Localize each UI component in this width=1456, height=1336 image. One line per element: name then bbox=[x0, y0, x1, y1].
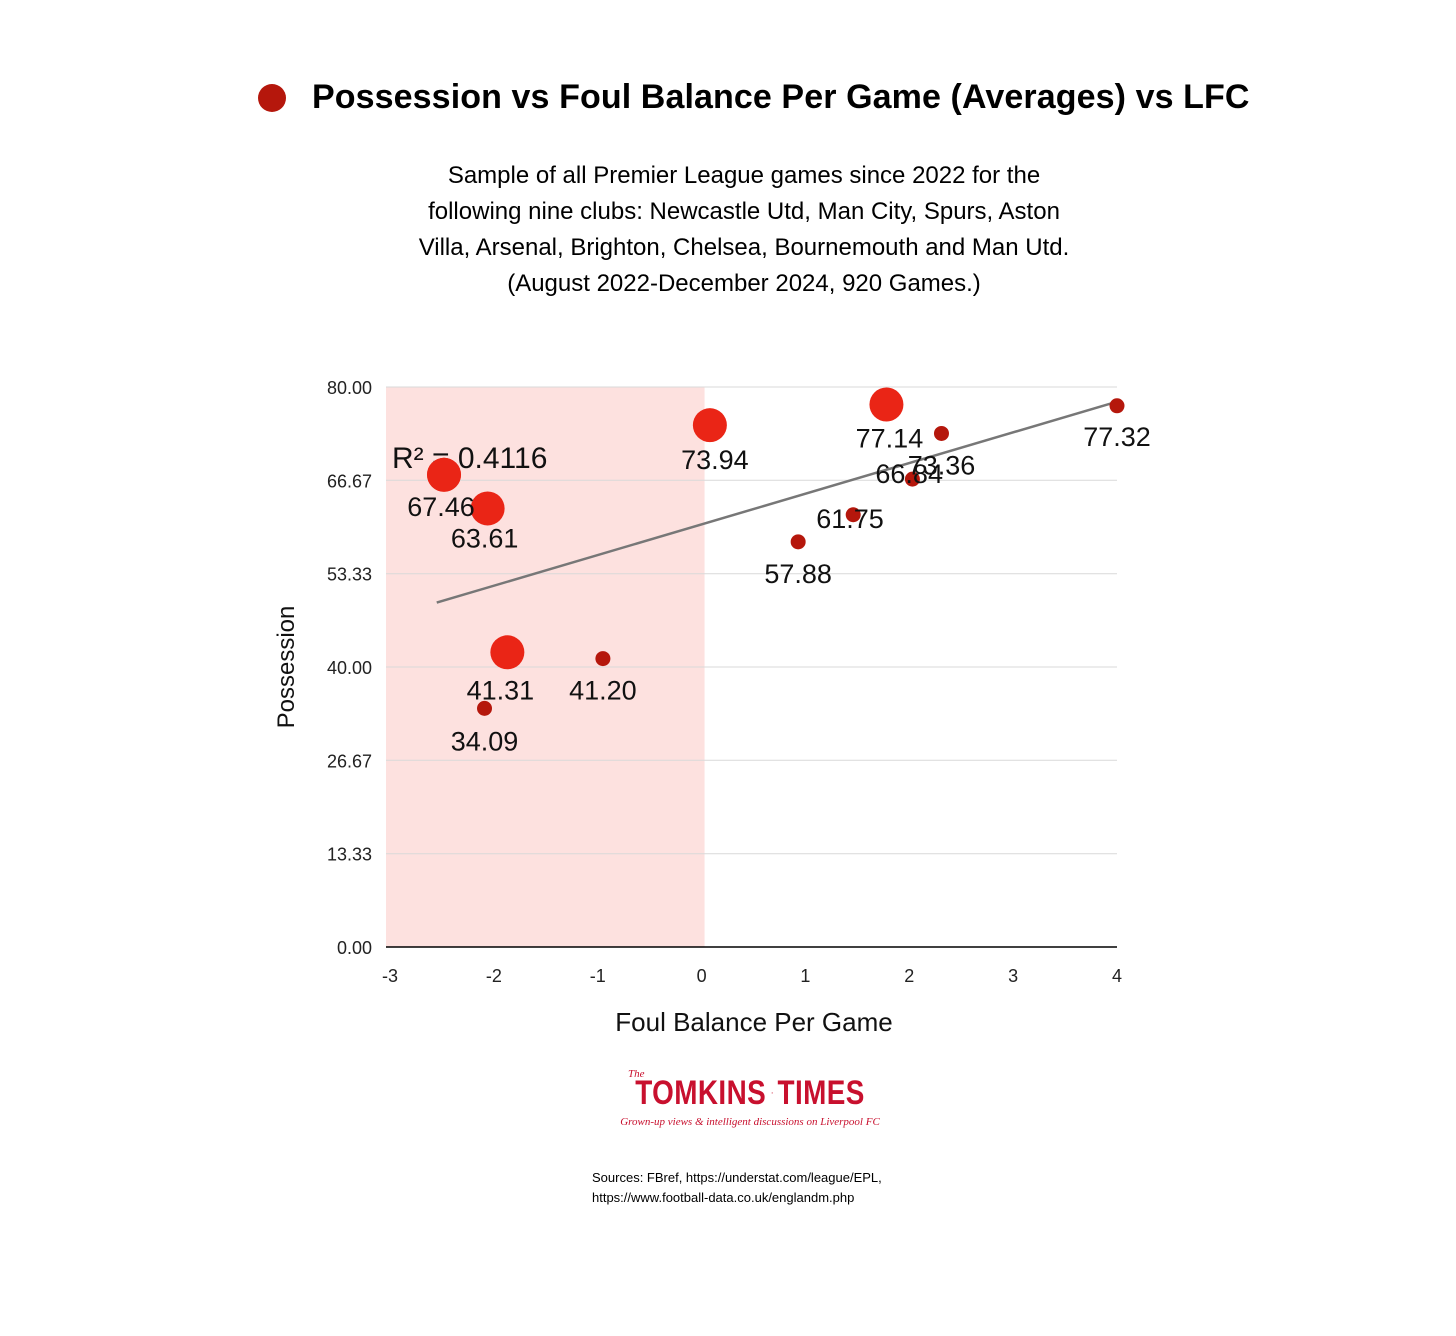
data-point bbox=[1109, 398, 1125, 414]
data-point bbox=[904, 471, 920, 487]
data-point-lfc bbox=[470, 491, 505, 526]
r-squared-label: R² = 0.4116 bbox=[392, 442, 547, 475]
legend-dot-icon bbox=[258, 83, 286, 112]
x-tick-label: 2 bbox=[904, 966, 914, 986]
data-point bbox=[790, 534, 806, 550]
subtitle-line: (August 2022-December 2024, 920 Games.) bbox=[507, 270, 981, 297]
data-point-lfc-overlay bbox=[427, 457, 462, 492]
data-point bbox=[845, 507, 861, 523]
data-point-lfc bbox=[869, 387, 904, 422]
data-label: 67.46 bbox=[407, 492, 475, 522]
y-tick-label: 40.00 bbox=[327, 658, 372, 678]
logo-the: The bbox=[628, 1068, 645, 1080]
data-label: 73.94 bbox=[681, 445, 749, 475]
scatter-chart: 0.00 13.33 26.67 40.00 53.33 66.67 80.00 -3 -2 -1… bbox=[273, 378, 1151, 1037]
chart-title: Possession vs Foul Balance Per Game (Ave… bbox=[312, 78, 1250, 116]
x-tick-label: 0 bbox=[697, 966, 707, 986]
subtitle-line: following nine clubs: Newcastle Utd, Man… bbox=[428, 198, 1060, 225]
sources-line: Sources: FBref, https://understat.com/le… bbox=[592, 1170, 882, 1185]
data-label: 77.14 bbox=[856, 424, 924, 454]
y-tick-label: 0.00 bbox=[337, 938, 372, 958]
x-tick-label: -2 bbox=[486, 966, 502, 986]
logo-word-left: TOMKINS bbox=[635, 1073, 767, 1112]
liver-bird-icon bbox=[771, 1092, 773, 1094]
data-label: 63.61 bbox=[451, 523, 519, 553]
sources-line: https://www.football-data.co.uk/englandm… bbox=[592, 1190, 855, 1205]
x-tick-label: 4 bbox=[1112, 966, 1122, 986]
data-label: 41.20 bbox=[569, 676, 637, 706]
subtitle-line: Sample of all Premier League games since… bbox=[447, 162, 1041, 189]
tomkins-times-logo: The TOMKINS TIMES Grown-up views & intel… bbox=[610, 1062, 890, 1128]
chart-title-row: Possession vs Foul Balance Per Game (Ave… bbox=[258, 78, 1250, 117]
data-label: 57.88 bbox=[764, 559, 832, 589]
data-label: 61.75 bbox=[816, 504, 884, 534]
y-tick-label: 26.67 bbox=[327, 751, 372, 771]
data-point bbox=[477, 700, 493, 716]
chart-subtitle: Sample of all Premier League games since… bbox=[360, 158, 1128, 302]
data-label: 77.32 bbox=[1083, 422, 1151, 452]
data-label: 34.09 bbox=[451, 726, 519, 756]
x-tick-label: 3 bbox=[1008, 966, 1018, 986]
data-label: 66.84 bbox=[875, 459, 943, 489]
trendline bbox=[436, 400, 1118, 604]
y-tick-label: 13.33 bbox=[327, 845, 372, 865]
sources-note: Sources: FBref, https://understat.com/le… bbox=[592, 1168, 882, 1208]
x-axis-title: Foul Balance Per Game bbox=[615, 1007, 892, 1037]
x-tick-label: 1 bbox=[800, 966, 810, 986]
data-label: 73.36 bbox=[908, 450, 976, 480]
data-label: 41.31 bbox=[467, 675, 535, 705]
subtitle-line: Villa, Arsenal, Brighton, Chelsea, Bourn… bbox=[418, 234, 1070, 261]
x-tick-label: -3 bbox=[382, 966, 398, 986]
logo-word-right: TIMES bbox=[777, 1073, 865, 1112]
y-axis-title: Possession bbox=[273, 606, 300, 729]
y-tick-label: 53.33 bbox=[327, 565, 372, 585]
data-point bbox=[933, 425, 949, 441]
data-point-lfc bbox=[692, 408, 727, 443]
y-tick-label: 80.00 bbox=[327, 378, 372, 398]
data-point-lfc bbox=[490, 635, 525, 670]
y-tick-label: 66.67 bbox=[327, 471, 372, 491]
logo-tagline: Grown-up views & intelligent discussions… bbox=[620, 1116, 880, 1128]
logo-wordmark: TOMKINS TIMES bbox=[635, 1072, 865, 1114]
x-tick-label: -1 bbox=[590, 966, 606, 986]
data-point bbox=[595, 651, 611, 667]
